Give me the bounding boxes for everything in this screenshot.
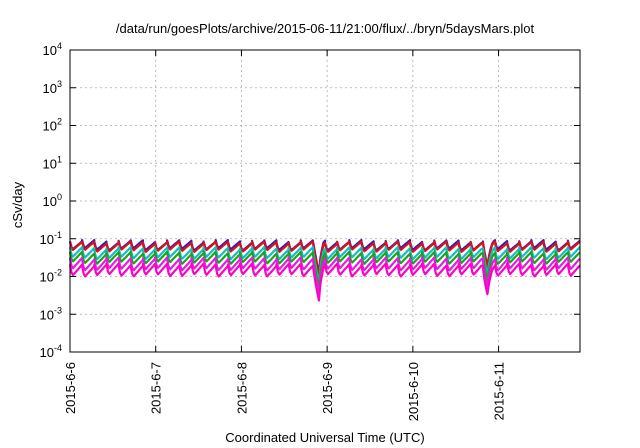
series-lines	[68, 239, 581, 302]
y-tick-label: 101	[43, 154, 62, 171]
y-tick-label: 103	[43, 79, 62, 96]
x-tick-label: 2015-6-11	[492, 362, 507, 420]
y-axis: 10-4 10-3 10-2 10-1 100 101 102 103 104	[40, 41, 580, 360]
y-tick-label: 10-2	[40, 268, 62, 285]
chart-title: /data/run/goesPlots/archive/2015-06-11/2…	[116, 21, 535, 36]
series-line	[68, 262, 581, 302]
x-tick-label: 2015-6-10	[406, 362, 421, 421]
x-tick-label: 2015-6-7	[149, 362, 164, 414]
y-tick-label: 102	[43, 117, 62, 134]
x-axis: 2015-6-6 2015-6-7 2015-6-8 2015-6-9 2015-6-1…	[63, 50, 507, 421]
series-line	[68, 240, 581, 278]
y-tick-label: 10-4	[40, 343, 62, 360]
x-tick-label: 2015-6-8	[234, 362, 249, 414]
y-tick-label: 100	[43, 192, 62, 209]
series-line	[68, 246, 581, 285]
series-line	[68, 256, 581, 296]
x-tick-label: 2015-6-6	[63, 362, 78, 414]
y-tick-label: 10-3	[40, 305, 62, 322]
series-line	[68, 250, 581, 290]
x-axis-label: Coordinated Universal Time (UTC)	[225, 430, 424, 445]
x-tick-label: 2015-6-9	[320, 362, 335, 414]
y-tick-label: 104	[43, 41, 62, 58]
grid-lines	[70, 50, 580, 352]
y-axis-label: cSv/day	[10, 181, 25, 228]
y-tick-label: 10-1	[40, 230, 62, 247]
